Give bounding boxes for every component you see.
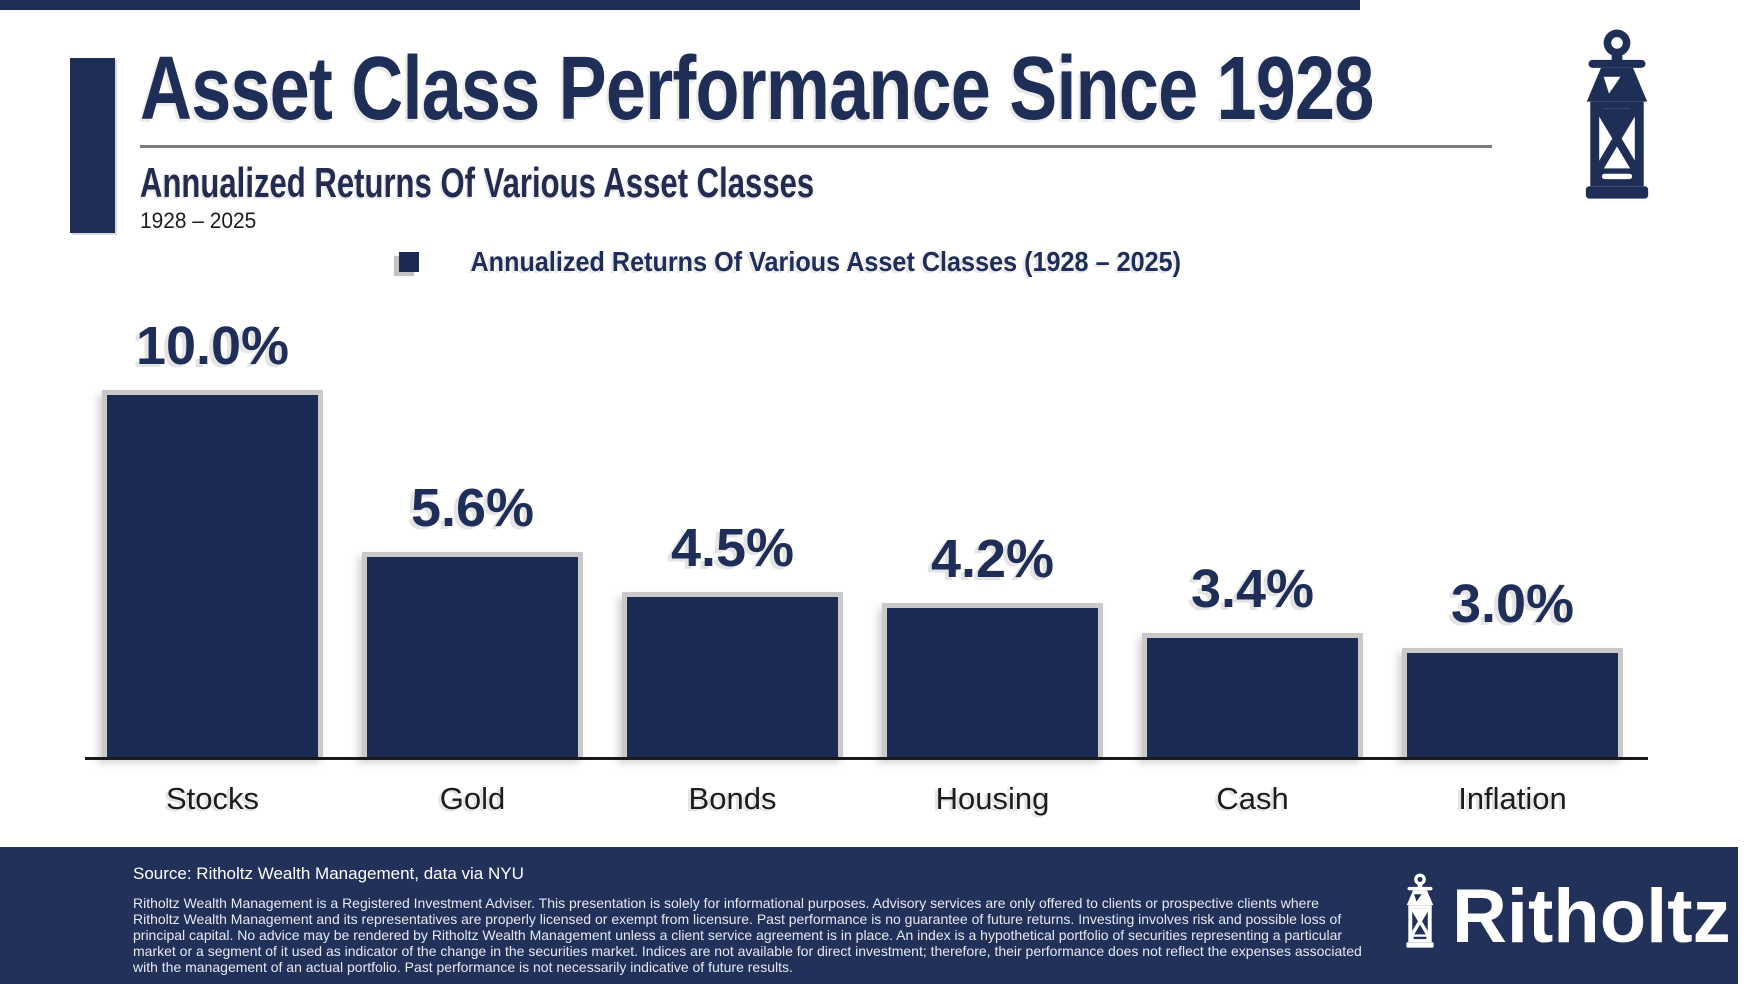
chart-subtitle: Annualized Returns Of Various Asset Clas… xyxy=(140,159,815,206)
legend-square-marker xyxy=(399,252,420,272)
bar-value-label: 3.4% xyxy=(1190,559,1315,619)
page-title: Asset Class Performance Since 1928 xyxy=(140,39,1374,139)
top-accent-strip xyxy=(0,0,1360,10)
title-underline xyxy=(140,145,1492,148)
date-range-label: 1928 – 2025 xyxy=(140,208,257,233)
category-label: Bonds xyxy=(688,781,777,816)
bar-housing xyxy=(882,603,1103,758)
bar-gold xyxy=(362,552,583,758)
x-axis-line xyxy=(85,757,1648,760)
bar-cash xyxy=(1142,633,1363,758)
bar-stocks xyxy=(102,390,323,758)
title-accent-block xyxy=(70,58,115,233)
bar-value-label: 4.2% xyxy=(930,529,1055,589)
bar-value-label: 4.5% xyxy=(670,518,795,578)
category-label: Gold xyxy=(439,781,506,816)
disclaimer-text: Ritholtz Wealth Management is a Register… xyxy=(133,895,1362,975)
source-note: Source: Ritholtz Wealth Management, data… xyxy=(133,864,524,883)
lantern-icon xyxy=(1406,873,1434,948)
category-label: Cash xyxy=(1216,781,1289,816)
bar-value-label: 3.0% xyxy=(1450,574,1575,634)
category-label: Housing xyxy=(935,781,1050,816)
bar-value-label: 5.6% xyxy=(410,478,535,538)
footer-band xyxy=(0,847,1738,984)
bar-inflation xyxy=(1402,648,1623,758)
category-label: Inflation xyxy=(1458,781,1567,816)
bar-value-label: 10.0% xyxy=(135,316,290,376)
legend-label: Annualized Returns Of Various Asset Clas… xyxy=(470,246,1182,277)
lantern-icon xyxy=(1585,29,1649,199)
bar-bonds xyxy=(622,592,843,758)
chart-legend: Annualized Returns Of Various Asset Clas… xyxy=(0,246,1620,278)
brand-wordmark: Ritholtz xyxy=(1452,874,1731,959)
category-label: Stocks xyxy=(165,781,260,816)
